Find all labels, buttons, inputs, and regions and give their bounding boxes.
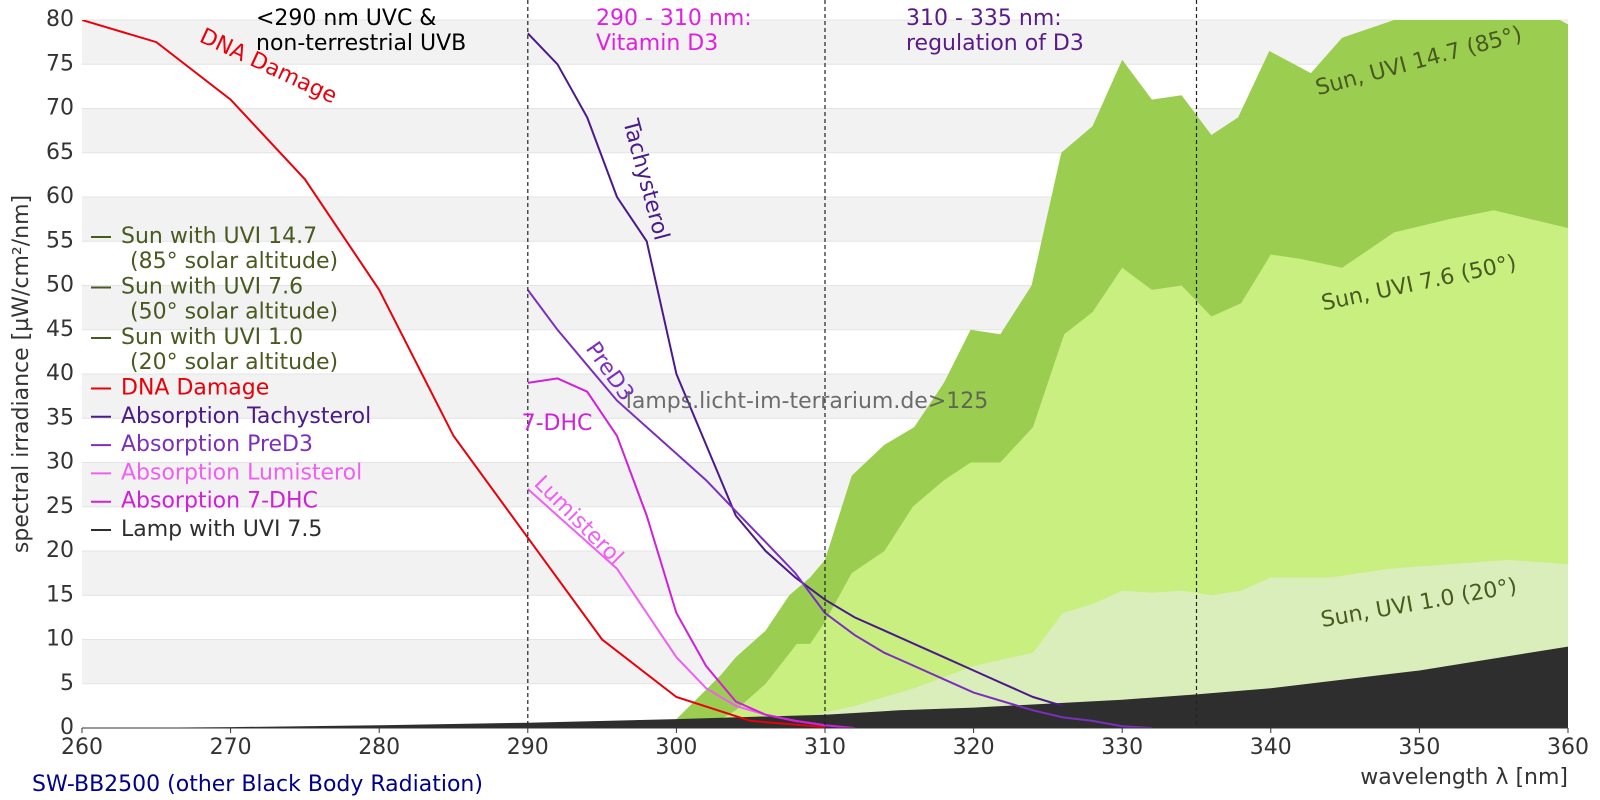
curve-label: 7-DHC	[522, 411, 593, 436]
legend-label: Lamp with UVI 7.5	[121, 517, 322, 542]
region-annotation: <290 nm UVC & non-terrestrial UVB	[256, 6, 466, 56]
annotation-line: 310 - 335 nm:	[906, 6, 1062, 31]
y-tick-label: 55	[46, 228, 74, 253]
plot-area	[82, 20, 1568, 728]
annotation-line: Vitamin D3	[596, 31, 718, 56]
legend-label: Absorption Tachysterol	[121, 404, 371, 429]
line	[526, 289, 1152, 728]
legend-subtitle: (85° solar altitude)	[130, 249, 338, 274]
y-tick-label: 70	[46, 96, 74, 121]
region-annotation: 290 - 310 nm: Vitamin D3	[596, 6, 752, 56]
line	[82, 20, 826, 728]
y-tick-label: 35	[46, 405, 74, 430]
legend-label: Absorption Lumisterol	[121, 460, 362, 485]
annotation-line: <290 nm UVC &	[256, 6, 436, 31]
legend-label: Sun with UVI 7.6	[121, 275, 303, 300]
y-tick-label: 50	[46, 273, 74, 298]
x-tick-label: 330	[1101, 735, 1143, 760]
x-tick-label: 290	[507, 735, 549, 760]
y-tick-label: 80	[46, 7, 74, 32]
legend-label: Absorption 7-DHC	[121, 489, 318, 514]
x-tick-label: 320	[953, 735, 995, 760]
legend-subtitle: (50° solar altitude)	[130, 300, 338, 325]
legend-label: Absorption PreD3	[121, 432, 313, 457]
region-annotation: 310 - 335 nm: regulation of D3	[906, 6, 1084, 56]
y-tick-label: 60	[46, 184, 74, 209]
y-tick-label: 5	[60, 671, 74, 696]
x-axis-label: wavelength λ [nm]	[1360, 765, 1568, 790]
y-tick-label: 10	[46, 627, 74, 652]
x-tick-label: 310	[804, 735, 846, 760]
x-tick-label: 270	[210, 735, 252, 760]
y-tick-label: 45	[46, 317, 74, 342]
y-tick-label: 30	[46, 450, 74, 475]
footer: SW-BB2500 (other Black Body Radiation)	[32, 772, 483, 797]
annotation-line: 290 - 310 nm:	[596, 6, 752, 31]
x-tick-label: 280	[358, 735, 400, 760]
legend-label: Sun with UVI 1.0	[121, 325, 303, 350]
x-tick-label: 260	[61, 735, 103, 760]
y-tick-label: 65	[46, 140, 74, 165]
legend-label: DNA Damage	[121, 376, 269, 401]
y-axis-label: spectral irradiance [µW/cm²/nm]	[9, 195, 34, 553]
area	[119, 646, 1568, 728]
x-tick-label: 340	[1250, 735, 1292, 760]
line	[527, 377, 855, 728]
watermark: lamps.licht-im-terrarium.de>125	[626, 389, 989, 414]
y-tick-label: 15	[46, 582, 74, 607]
y-tick-label: 40	[46, 361, 74, 386]
legend-label: Sun with UVI 14.7	[121, 224, 317, 249]
x-tick-label: 360	[1547, 735, 1589, 760]
line	[527, 32, 1064, 707]
legend-subtitle: (20° solar altitude)	[130, 350, 338, 375]
annotation-line: regulation of D3	[906, 31, 1084, 56]
y-tick-label: 0	[60, 715, 74, 740]
y-tick-label: 25	[46, 494, 74, 519]
y-tick-label: 20	[46, 538, 74, 563]
x-tick-label: 300	[655, 735, 697, 760]
annotation-line: non-terrestrial UVB	[256, 31, 466, 56]
y-tick-label: 75	[46, 51, 74, 76]
x-tick-label: 350	[1398, 735, 1440, 760]
